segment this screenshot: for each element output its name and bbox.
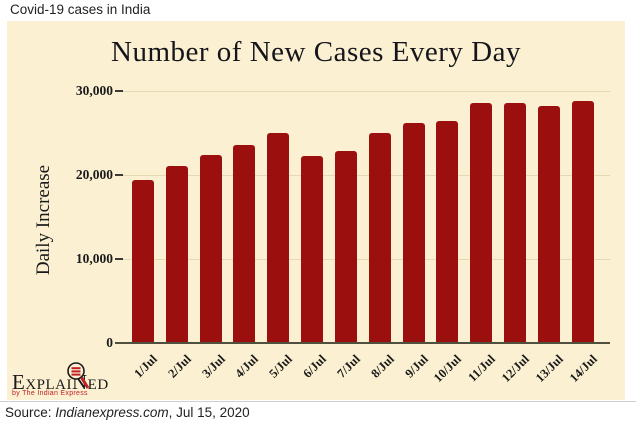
- bar: [334, 151, 357, 342]
- bar: [368, 132, 391, 342]
- bar: [199, 154, 222, 342]
- y-tick-mark: [115, 90, 123, 92]
- source-suffix: , Jul 15, 2020: [168, 405, 250, 420]
- source-line: Source: Indianexpress.com, Jul 15, 2020: [5, 405, 250, 420]
- bar: [436, 120, 459, 342]
- explained-logo: ExplaiNed by The Indian Express: [12, 362, 122, 397]
- bar: [301, 156, 324, 342]
- gridline: [115, 91, 610, 92]
- bar: [504, 103, 527, 342]
- y-axis-label: Daily Increase: [33, 164, 54, 276]
- bar: [571, 101, 594, 342]
- y-tick-mark: [115, 258, 123, 260]
- bar: [402, 122, 425, 342]
- magnifier-icon: [67, 362, 90, 389]
- gridline: [115, 259, 610, 260]
- page-header-title: Covid-19 cases in India: [10, 2, 151, 17]
- bar: [165, 165, 188, 342]
- plot-area: 0 10,000 20,000 30,000 1/Jul 2/Jul 3/Jul 4/Jul 5…: [76, 83, 610, 385]
- bar: [470, 103, 493, 342]
- gridline: [115, 175, 610, 176]
- x-axis-line: [115, 342, 610, 344]
- y-tick-label: 20,000: [75, 167, 113, 182]
- bar: [233, 144, 256, 342]
- y-tick-label: 30,000: [75, 83, 113, 98]
- bar: [537, 105, 560, 342]
- explained-logo-subtitle: by The Indian Express: [12, 390, 88, 397]
- source-prefix: Source:: [5, 405, 56, 420]
- y-tick-label: 10,000: [75, 251, 113, 266]
- bar: [267, 133, 290, 342]
- page-header: Covid-19 cases in India: [0, 0, 636, 21]
- source-bar: Source: Indianexpress.com, Jul 15, 2020: [0, 401, 636, 422]
- y-tick-label: 0: [106, 335, 113, 350]
- chart-title: Number of New Cases Every Day: [111, 36, 521, 68]
- logo-word-start: Explai: [12, 370, 72, 394]
- explained-logo-word: ExplaiNed: [12, 362, 122, 394]
- bar: [132, 179, 154, 342]
- source-site: Indianexpress.com: [55, 405, 169, 420]
- chart-panel: Number of New Cases Every Day Daily Incr…: [7, 21, 625, 400]
- y-tick-mark: [115, 174, 123, 176]
- logo-word-end: ed: [87, 370, 109, 394]
